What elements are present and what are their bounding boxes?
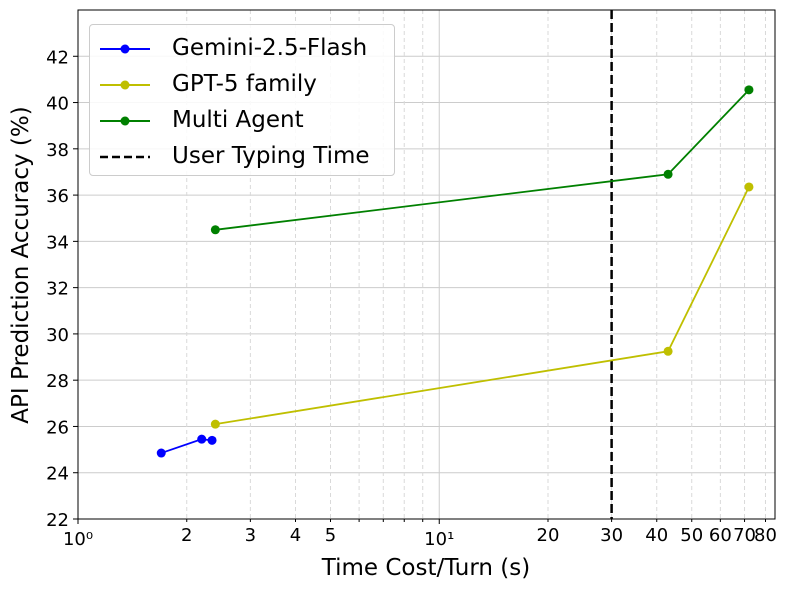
x-tick-label: 70 <box>733 525 756 546</box>
x-tick-label: 5 <box>325 525 336 546</box>
x-tick-label: 4 <box>290 525 301 546</box>
plot-area <box>77 9 776 520</box>
series-gpt-5-family <box>210 182 754 429</box>
legend-item-multi-agent: Multi Agent <box>90 107 394 157</box>
y-tick-label: 40 <box>46 94 69 115</box>
series-gemini-2-5-flash <box>156 434 217 458</box>
y-tick-label: 42 <box>46 47 69 68</box>
data-point-gemini-2-5-flash <box>207 435 217 445</box>
x-tick-label: 10¹ <box>424 529 454 550</box>
legend-label-user-typing-time: User Typing Time <box>172 143 370 169</box>
y-tick-label: 28 <box>46 371 69 392</box>
x-tick-label: 10⁰ <box>63 529 93 550</box>
x-tick-label: 50 <box>680 525 703 546</box>
data-point-multi-agent <box>210 225 220 235</box>
legend-item-gemini: Gemini-2.5-Flash <box>90 35 394 85</box>
legend-swatch-gemini <box>100 44 150 54</box>
legend-label-multi-agent: Multi Agent <box>172 107 304 133</box>
data-point-multi-agent <box>663 169 673 179</box>
y-tick-label: 30 <box>46 325 69 346</box>
data-point-gpt-5-family <box>210 419 220 429</box>
series-multi-agent <box>210 85 754 235</box>
y-tick-label: 38 <box>46 140 69 161</box>
legend: Gemini-2.5-Flash GPT-5 family Multi Agen… <box>89 24 395 176</box>
y-tick-label: 26 <box>46 417 69 438</box>
y-tick-label: 32 <box>46 279 69 300</box>
x-tick-label: 60 <box>709 525 732 546</box>
y-tick-label: 24 <box>46 464 69 485</box>
y-tick-label: 34 <box>46 232 69 253</box>
data-point-multi-agent <box>744 85 754 95</box>
data-point-gpt-5-family <box>663 346 673 356</box>
legend-item-gpt5: GPT-5 family <box>90 71 394 121</box>
x-tick-label: 30 <box>600 525 623 546</box>
x-tick-label: 2 <box>181 525 192 546</box>
legend-label-gemini: Gemini-2.5-Flash <box>172 35 368 61</box>
legend-item-user-typing-time: User Typing Time <box>90 143 394 193</box>
x-tick-label: 3 <box>245 525 256 546</box>
x-tick-label: 40 <box>645 525 668 546</box>
x-axis-label: Time Cost/Turn (s) <box>321 555 530 581</box>
y-tick-label: 36 <box>46 186 69 207</box>
y-tick-label: 22 <box>46 510 69 531</box>
legend-swatch-user-typing-time <box>100 155 150 159</box>
y-axis-label: API Prediction Accuracy (%) <box>8 106 34 423</box>
series <box>156 85 754 458</box>
x-tick-label: 20 <box>537 525 560 546</box>
data-point-gemini-2-5-flash <box>197 434 207 444</box>
legend-swatch-gpt5 <box>100 80 150 90</box>
data-point-gpt-5-family <box>744 182 754 192</box>
data-point-gemini-2-5-flash <box>156 448 166 458</box>
legend-label-gpt5: GPT-5 family <box>172 71 317 97</box>
legend-swatch-multi-agent <box>100 116 150 126</box>
x-tick-label: 80 <box>754 525 777 546</box>
